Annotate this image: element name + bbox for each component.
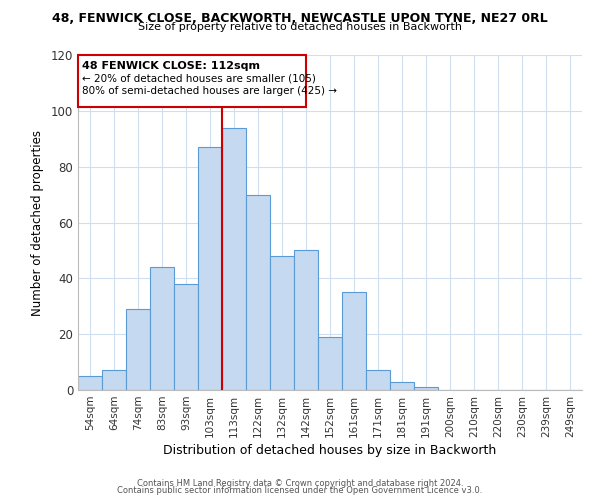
Bar: [414, 387, 438, 390]
Text: 80% of semi-detached houses are larger (425) →: 80% of semi-detached houses are larger (…: [82, 86, 337, 96]
Bar: [390, 382, 414, 390]
Bar: [126, 309, 150, 390]
Bar: [150, 267, 174, 390]
Text: ← 20% of detached houses are smaller (105): ← 20% of detached houses are smaller (10…: [82, 73, 316, 83]
Bar: [270, 256, 294, 390]
Y-axis label: Number of detached properties: Number of detached properties: [31, 130, 44, 316]
Bar: [222, 128, 246, 390]
Bar: [366, 370, 390, 390]
Bar: [102, 370, 126, 390]
Text: Contains HM Land Registry data © Crown copyright and database right 2024.: Contains HM Land Registry data © Crown c…: [137, 478, 463, 488]
Bar: [174, 284, 198, 390]
Text: Contains public sector information licensed under the Open Government Licence v3: Contains public sector information licen…: [118, 486, 482, 495]
Bar: [342, 292, 366, 390]
Bar: [318, 337, 342, 390]
Text: 48 FENWICK CLOSE: 112sqm: 48 FENWICK CLOSE: 112sqm: [82, 60, 260, 70]
Bar: [78, 55, 306, 106]
Bar: [294, 250, 318, 390]
Text: 48, FENWICK CLOSE, BACKWORTH, NEWCASTLE UPON TYNE, NE27 0RL: 48, FENWICK CLOSE, BACKWORTH, NEWCASTLE …: [52, 12, 548, 26]
Bar: [78, 376, 102, 390]
Bar: [246, 194, 270, 390]
Text: Size of property relative to detached houses in Backworth: Size of property relative to detached ho…: [138, 22, 462, 32]
Bar: [198, 147, 222, 390]
X-axis label: Distribution of detached houses by size in Backworth: Distribution of detached houses by size …: [163, 444, 497, 457]
